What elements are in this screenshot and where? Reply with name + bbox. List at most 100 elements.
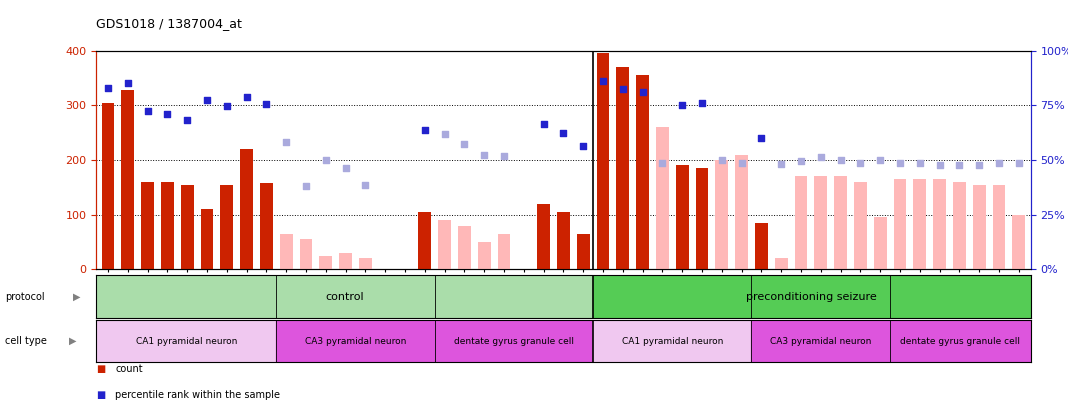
Point	[436, 131, 453, 138]
Bar	[260, 183, 272, 269]
Bar	[755, 223, 768, 269]
Text: ▶: ▶	[73, 292, 80, 302]
Bar	[597, 53, 610, 269]
Bar	[814, 177, 828, 269]
Point	[674, 102, 691, 109]
Text: control: control	[326, 292, 364, 302]
Bar	[695, 168, 708, 269]
Bar	[477, 242, 490, 269]
Point	[753, 135, 770, 141]
Point	[654, 160, 671, 166]
Bar	[240, 149, 253, 269]
Point	[535, 121, 552, 128]
Point	[812, 154, 829, 160]
Point	[733, 160, 750, 166]
Point	[159, 110, 176, 117]
Point	[772, 160, 789, 167]
Bar	[1012, 215, 1025, 269]
Text: percentile rank within the sample: percentile rank within the sample	[115, 390, 280, 400]
Point	[832, 157, 849, 163]
Bar	[834, 177, 847, 269]
Point	[298, 182, 315, 189]
Bar	[973, 185, 986, 269]
Point	[871, 157, 889, 163]
Bar	[992, 185, 1005, 269]
Bar	[498, 234, 511, 269]
Bar	[556, 212, 570, 269]
Point	[892, 160, 909, 166]
Bar	[537, 204, 550, 269]
Text: count: count	[115, 364, 143, 373]
Bar	[458, 226, 471, 269]
Text: ■: ■	[96, 390, 106, 400]
Bar	[438, 220, 451, 269]
Bar	[101, 102, 114, 269]
Point	[554, 130, 571, 136]
Point	[792, 158, 810, 164]
Bar	[220, 185, 233, 269]
Point	[337, 165, 355, 171]
Bar	[180, 185, 193, 269]
Point	[713, 157, 731, 163]
Bar	[953, 182, 965, 269]
Point	[911, 160, 928, 166]
Point	[417, 127, 434, 133]
Bar	[637, 75, 649, 269]
Point	[496, 153, 513, 160]
Bar	[774, 258, 787, 269]
Point	[99, 85, 116, 91]
Point	[278, 139, 295, 146]
Text: CA1 pyramidal neuron: CA1 pyramidal neuron	[136, 337, 237, 346]
Text: dentate gyrus granule cell: dentate gyrus granule cell	[900, 337, 1020, 346]
Bar	[201, 209, 214, 269]
Point	[595, 77, 612, 84]
Point	[990, 160, 1007, 166]
Bar	[716, 160, 728, 269]
Bar	[359, 258, 372, 269]
Point	[199, 96, 216, 103]
Point	[852, 160, 869, 166]
Text: preconditioning seizure: preconditioning seizure	[747, 292, 877, 302]
Point	[257, 101, 274, 107]
Bar	[277, 320, 435, 362]
Point	[693, 99, 710, 106]
Bar	[280, 234, 293, 269]
Text: cell type: cell type	[5, 336, 47, 346]
Point	[456, 141, 473, 147]
Bar	[161, 182, 174, 269]
Bar	[752, 320, 890, 362]
Point	[178, 117, 195, 123]
Bar	[890, 320, 1031, 362]
Bar	[656, 127, 669, 269]
Bar	[141, 182, 154, 269]
Bar	[593, 320, 752, 362]
Bar	[894, 179, 907, 269]
Bar	[419, 212, 431, 269]
Bar	[616, 67, 629, 269]
Bar	[913, 179, 926, 269]
Point	[1010, 160, 1027, 166]
Bar	[122, 90, 135, 269]
Text: ■: ■	[96, 364, 106, 373]
Point	[951, 162, 968, 168]
Point	[218, 103, 235, 110]
Point	[139, 108, 156, 114]
Bar	[735, 154, 748, 269]
Bar	[299, 239, 313, 269]
Text: CA3 pyramidal neuron: CA3 pyramidal neuron	[770, 337, 871, 346]
Point	[575, 143, 592, 149]
Point	[971, 162, 988, 168]
Bar	[577, 234, 590, 269]
Point	[357, 181, 374, 188]
Text: CA1 pyramidal neuron: CA1 pyramidal neuron	[622, 337, 723, 346]
Bar	[96, 275, 593, 318]
Point	[614, 86, 631, 92]
Bar	[676, 165, 689, 269]
Bar	[795, 177, 807, 269]
Text: CA3 pyramidal neuron: CA3 pyramidal neuron	[304, 337, 406, 346]
Bar	[854, 182, 867, 269]
Point	[120, 80, 137, 87]
Bar	[96, 320, 277, 362]
Bar	[340, 253, 352, 269]
Bar	[593, 275, 1031, 318]
